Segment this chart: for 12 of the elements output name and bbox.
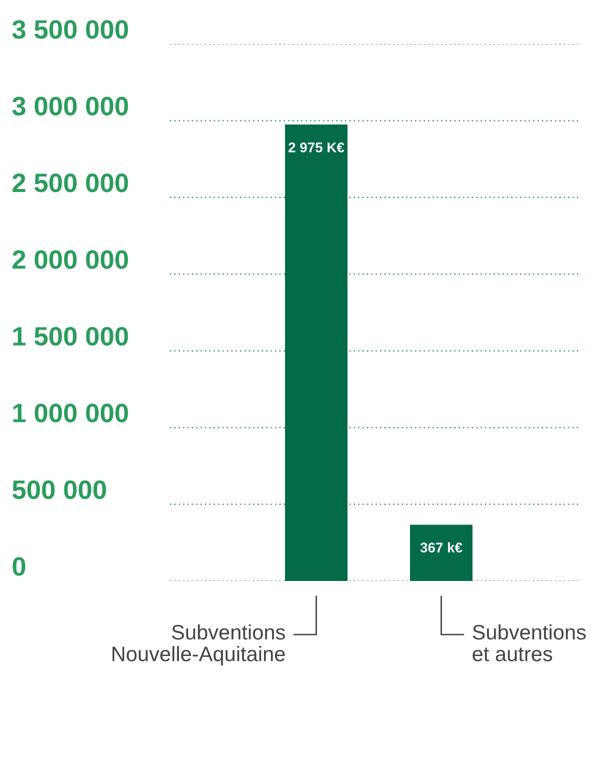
y-tick-label: 0: [12, 557, 26, 576]
x-tick-label: Subventions et autres: [472, 624, 586, 662]
y-tick-label: 1 500 000: [13, 326, 128, 346]
y-tick-label: 2 500 000: [12, 174, 128, 192]
y-tick-label: 500 000: [12, 480, 106, 500]
y-tick-label: 1 000 000: [13, 404, 128, 422]
x-tick-label: Subventions Nouvelle-Aquitaine: [112, 624, 285, 666]
y-tick-label: 2 000 000: [12, 250, 128, 269]
data-label: 2 975 K€: [288, 142, 344, 152]
y-tick-label: 3 000 000: [12, 96, 128, 116]
data-label: 367 k€: [420, 542, 462, 553]
y-tick-label: 3 500 000: [12, 20, 128, 39]
